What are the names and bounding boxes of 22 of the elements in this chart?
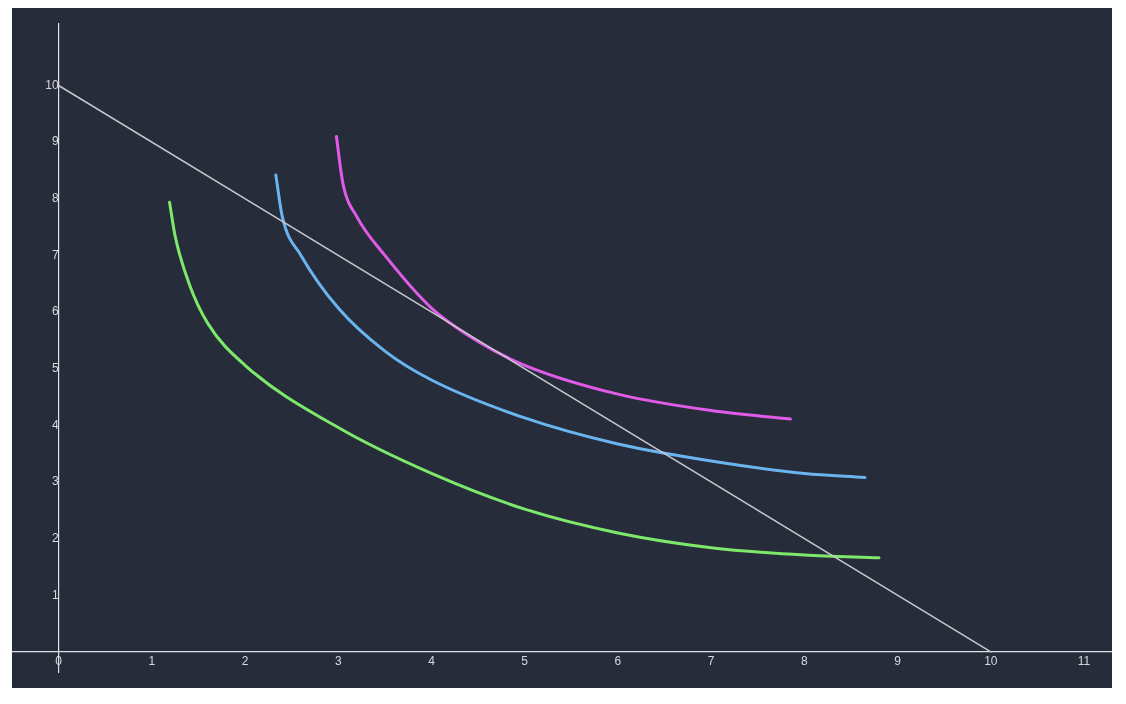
x-tick-label: 4 <box>428 654 436 669</box>
y-tick-label: 3 <box>51 474 59 489</box>
x-tick-label: 9 <box>894 654 902 669</box>
x-tick-label: 1 <box>148 654 156 669</box>
x-tick-label: 11 <box>1077 654 1091 669</box>
y-tick-label: 5 <box>51 360 59 375</box>
line-series <box>168 200 881 560</box>
x-tick-label: 10 <box>984 654 998 669</box>
x-tick-label: 6 <box>614 654 622 669</box>
y-tick-label: 7 <box>51 247 59 262</box>
line-series <box>274 173 867 479</box>
x-tick-label: 5 <box>521 654 529 669</box>
y-tick-label: 8 <box>51 191 59 206</box>
y-tick-label: 9 <box>51 134 59 149</box>
line-series <box>334 134 792 421</box>
y-tick-label: 6 <box>51 304 59 319</box>
x-tick-label: 8 <box>801 654 809 669</box>
y-tick-label: 2 <box>51 530 59 545</box>
x-tick-label: 7 <box>707 654 715 669</box>
y-tick-label: 1 <box>51 587 59 602</box>
x-tick-label: 3 <box>334 654 342 669</box>
x-tick-label: 2 <box>241 654 249 669</box>
